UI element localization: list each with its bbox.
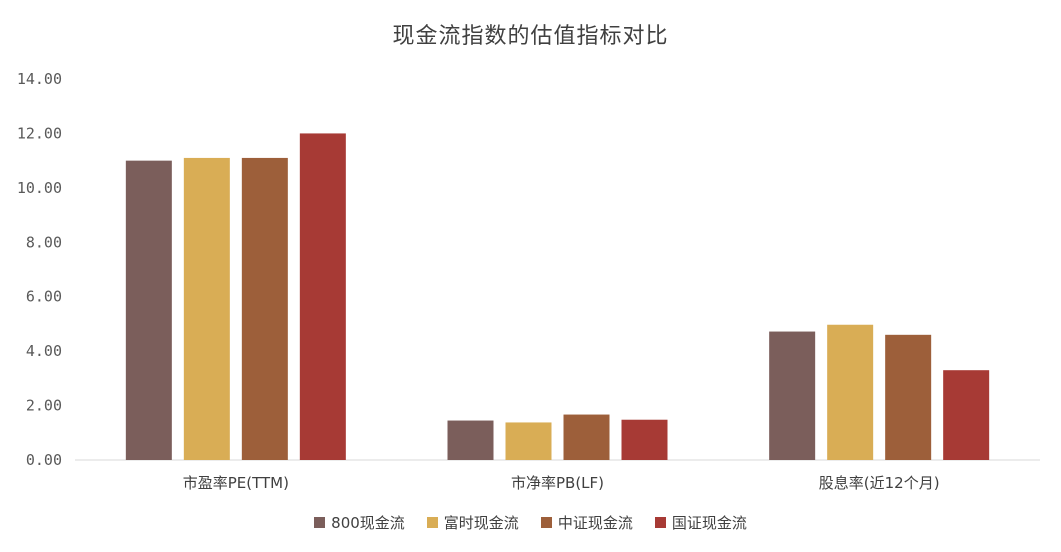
y-tick-label: 14.00 — [17, 70, 62, 88]
chart-title: 现金流指数的估值指标对比 — [392, 24, 669, 49]
bar — [299, 133, 346, 460]
x-category-label: 市净率PB(LF) — [511, 474, 604, 492]
y-tick-label: 6.00 — [26, 288, 62, 306]
legend-item: 国证现金流 — [654, 512, 747, 533]
legend-item: 中证现金流 — [540, 512, 633, 533]
bar — [827, 324, 874, 460]
bar — [943, 370, 990, 460]
y-tick-label: 2.00 — [26, 397, 62, 415]
y-tick-label: 10.00 — [17, 179, 62, 197]
bar — [447, 420, 494, 460]
legend-label: 800现金流 — [331, 514, 405, 532]
bar — [505, 422, 552, 460]
legend-item: 富时现金流 — [426, 512, 519, 533]
legend-swatch — [654, 517, 666, 528]
legend-item: 800现金流 — [314, 512, 405, 533]
legend-label: 中证现金流 — [557, 514, 633, 532]
x-category-label: 股息率(近12个月) — [819, 474, 940, 492]
y-tick-label: 0.00 — [26, 451, 62, 469]
bar — [621, 419, 668, 460]
legend-label: 国证现金流 — [671, 514, 747, 532]
legend: 800现金流 富时现金流 中证现金流 国证现金流 — [0, 512, 1061, 533]
bar — [125, 160, 172, 460]
legend-label: 富时现金流 — [443, 514, 519, 532]
x-category-label: 市盈率PE(TTM) — [183, 474, 289, 492]
bar — [183, 157, 230, 460]
bar — [769, 331, 816, 460]
y-tick-label: 8.00 — [26, 233, 62, 251]
y-tick-label: 4.00 — [26, 342, 62, 360]
bar — [241, 157, 288, 460]
y-tick-label: 12.00 — [17, 124, 62, 142]
legend-swatch — [314, 517, 326, 528]
bar — [885, 334, 932, 460]
legend-swatch — [426, 517, 438, 528]
legend-swatch — [540, 517, 552, 528]
bar — [563, 414, 610, 460]
